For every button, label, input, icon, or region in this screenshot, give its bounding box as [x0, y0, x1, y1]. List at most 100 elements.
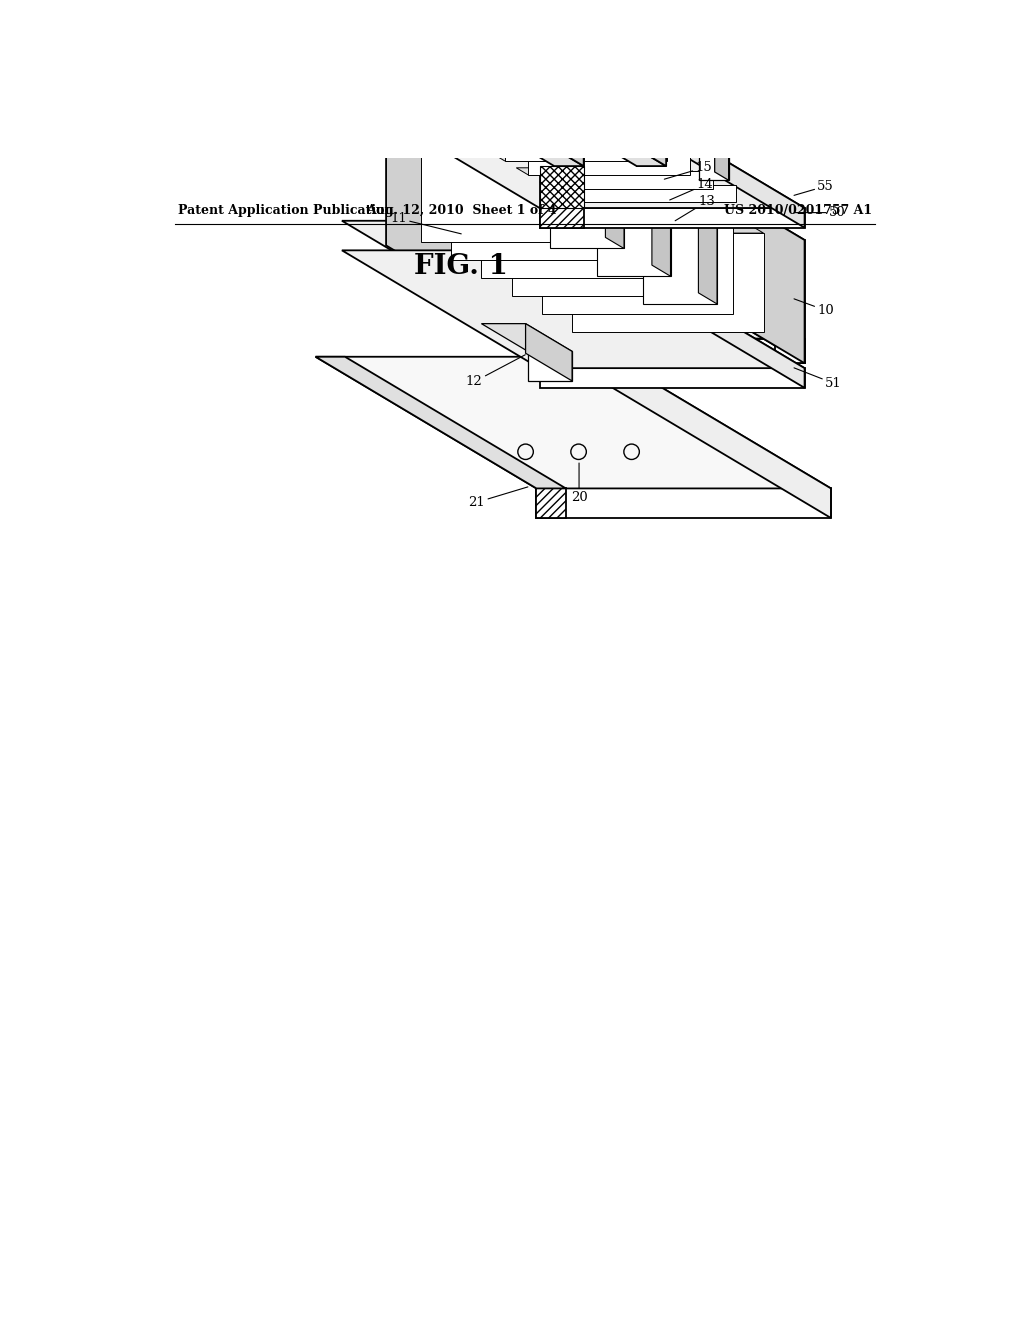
Polygon shape	[715, 135, 729, 181]
Polygon shape	[607, 123, 805, 363]
Text: Patent Application Publication: Patent Application Publication	[178, 205, 394, 218]
Polygon shape	[470, 172, 673, 180]
Polygon shape	[525, 323, 572, 381]
Polygon shape	[578, 123, 805, 240]
Text: 15: 15	[665, 161, 712, 180]
Polygon shape	[481, 129, 643, 147]
Polygon shape	[775, 57, 796, 62]
Polygon shape	[386, 123, 584, 363]
Polygon shape	[410, 136, 612, 143]
Polygon shape	[581, 73, 624, 81]
Text: 50: 50	[794, 206, 846, 219]
Polygon shape	[342, 220, 805, 339]
Polygon shape	[451, 55, 667, 166]
Polygon shape	[589, 0, 775, 92]
Text: 21: 21	[469, 487, 528, 508]
Polygon shape	[486, 4, 691, 13]
Polygon shape	[446, 127, 621, 133]
Polygon shape	[554, 92, 584, 166]
Polygon shape	[400, 99, 573, 106]
Polygon shape	[421, 143, 612, 242]
Polygon shape	[540, 182, 713, 189]
Polygon shape	[540, 166, 584, 209]
Polygon shape	[685, 135, 729, 144]
Polygon shape	[540, 209, 805, 227]
Polygon shape	[412, 88, 573, 106]
Polygon shape	[607, 251, 805, 388]
Polygon shape	[439, 154, 643, 161]
Polygon shape	[610, 356, 830, 517]
Polygon shape	[572, 234, 764, 331]
Polygon shape	[740, 34, 755, 71]
Polygon shape	[627, 0, 755, 71]
Polygon shape	[512, 197, 703, 296]
Text: 55: 55	[794, 180, 834, 195]
Polygon shape	[481, 323, 572, 351]
Polygon shape	[643, 201, 717, 304]
Polygon shape	[652, 161, 671, 276]
Polygon shape	[563, 195, 736, 202]
Polygon shape	[531, 133, 624, 145]
Text: 14: 14	[670, 178, 714, 199]
Text: FIG. 1: FIG. 1	[415, 252, 508, 280]
Polygon shape	[589, 0, 796, 44]
Polygon shape	[516, 168, 690, 174]
Polygon shape	[691, 13, 733, 55]
Polygon shape	[775, 240, 805, 363]
Polygon shape	[775, 50, 796, 55]
Polygon shape	[500, 190, 703, 197]
Polygon shape	[540, 368, 805, 388]
Polygon shape	[481, 180, 673, 277]
Polygon shape	[551, 172, 713, 189]
Polygon shape	[458, 116, 621, 133]
Polygon shape	[369, 0, 775, 62]
Polygon shape	[637, 92, 667, 166]
Polygon shape	[315, 356, 830, 488]
Polygon shape	[775, 44, 796, 49]
Polygon shape	[540, 339, 805, 363]
Polygon shape	[342, 90, 805, 209]
Polygon shape	[542, 215, 733, 314]
Polygon shape	[610, 73, 624, 117]
Polygon shape	[607, 90, 805, 227]
Polygon shape	[540, 240, 584, 363]
Polygon shape	[369, 55, 584, 166]
Polygon shape	[470, 140, 643, 147]
Text: 10: 10	[794, 298, 834, 317]
Polygon shape	[493, 154, 667, 161]
Polygon shape	[550, 145, 624, 248]
Polygon shape	[554, 0, 584, 92]
Polygon shape	[537, 488, 566, 517]
Polygon shape	[452, 161, 643, 260]
Polygon shape	[423, 112, 597, 119]
Polygon shape	[500, 13, 733, 38]
Polygon shape	[589, 0, 796, 50]
Polygon shape	[595, 81, 624, 117]
Polygon shape	[612, 0, 755, 34]
Text: 20: 20	[570, 463, 588, 504]
Polygon shape	[342, 251, 805, 368]
Polygon shape	[537, 488, 830, 517]
Text: US 2010/0201757 A1: US 2010/0201757 A1	[724, 205, 872, 218]
Polygon shape	[699, 144, 729, 181]
Polygon shape	[315, 356, 566, 488]
Polygon shape	[397, 0, 584, 92]
Polygon shape	[528, 157, 690, 174]
Polygon shape	[480, 0, 667, 166]
Polygon shape	[574, 185, 736, 202]
Polygon shape	[625, 189, 717, 201]
Polygon shape	[369, 0, 584, 92]
Polygon shape	[597, 173, 671, 276]
Polygon shape	[435, 102, 597, 119]
Polygon shape	[605, 133, 624, 248]
Polygon shape	[542, 38, 733, 55]
Polygon shape	[451, 0, 667, 92]
Text: 11: 11	[390, 213, 461, 234]
Polygon shape	[554, 62, 775, 92]
Polygon shape	[607, 220, 805, 363]
Polygon shape	[579, 161, 671, 173]
Text: Aug. 12, 2010  Sheet 1 of 4: Aug. 12, 2010 Sheet 1 of 4	[366, 205, 557, 218]
Polygon shape	[342, 49, 584, 166]
Polygon shape	[560, 226, 764, 234]
Polygon shape	[342, 123, 584, 240]
